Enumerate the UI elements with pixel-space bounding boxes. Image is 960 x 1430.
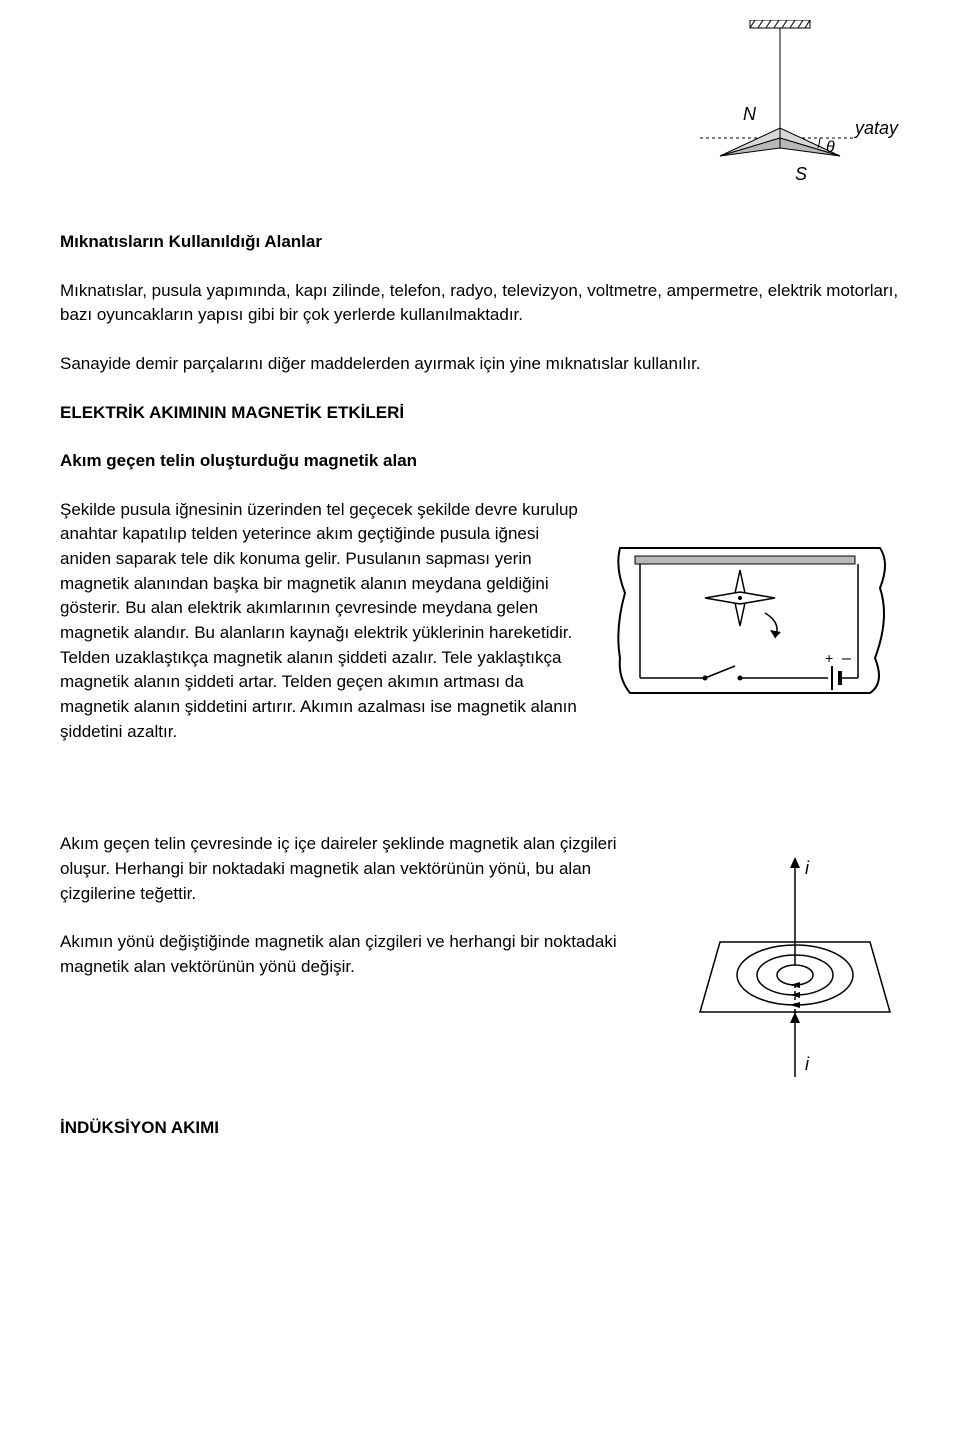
svg-text:θ: θ	[826, 139, 835, 156]
heading-induction-current: İNDÜKSİYON AKIMI	[60, 1116, 900, 1141]
svg-text:yatay: yatay	[853, 118, 899, 138]
figure-field-circles: i i	[690, 852, 900, 1092]
svg-text:i: i	[805, 1054, 810, 1074]
svg-text:i: i	[805, 858, 810, 878]
heading-magnetic-effects: ELEKTRİK AKIMININ MAGNETİK ETKİLERİ	[60, 401, 900, 426]
paragraph-compass-experiment: Şekilde pusula iğnesinin üzerinden tel g…	[60, 498, 590, 744]
svg-text:+: +	[825, 650, 833, 666]
paragraph-uses: Mıknatıslar, pusula yapımında, kapı zili…	[60, 279, 900, 328]
subheading-wire-field: Akım geçen telin oluşturduğu magnetik al…	[60, 449, 900, 474]
paragraph-direction-change: Akımın yönü değiştiğinde magnetik alan ç…	[60, 930, 670, 979]
figure-hanging-needle: N yatay θ S	[60, 20, 900, 200]
paragraph-industry: Sanayide demir parçalarını diğer maddele…	[60, 352, 900, 377]
heading-uses-of-magnets: Mıknatısların Kullanıldığı Alanlar	[60, 230, 900, 255]
figure-circuit-compass: + –	[610, 518, 900, 708]
paragraph-concentric-circles: Akım geçen telin çevresinde iç içe daire…	[60, 832, 670, 906]
svg-text:S: S	[795, 164, 807, 184]
magnet-needle-diagram: N yatay θ S	[700, 20, 900, 200]
svg-text:N: N	[743, 104, 757, 124]
svg-text:–: –	[842, 650, 851, 667]
